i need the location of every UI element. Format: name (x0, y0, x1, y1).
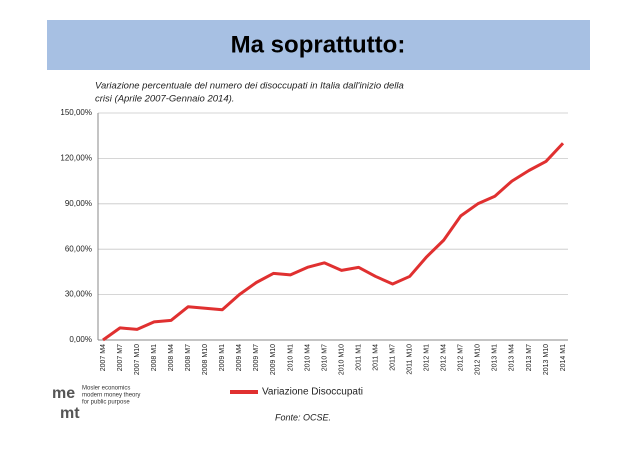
logo-mark: mt (60, 405, 80, 422)
y-tick-label: 120,00% (60, 154, 92, 163)
x-tick-label: 2013 M4 (509, 344, 516, 371)
x-tick-label: 2010 M10 (338, 344, 345, 375)
y-tick-label: 150,00% (60, 108, 92, 117)
x-tick-label: 2010 M4 (304, 344, 311, 371)
legend-label: Variazione Disoccupati (262, 387, 363, 398)
x-tick-label: 2008 M4 (168, 344, 175, 371)
x-tick-label: 2013 M1 (492, 344, 499, 371)
x-tick-label: 2013 M7 (526, 344, 533, 371)
source: Fonte: OCSE. (275, 412, 331, 422)
chart-title: Variazione percentuale del numero dei di… (95, 81, 404, 92)
x-tick-label: 2012 M7 (458, 344, 465, 371)
x-tick-label: 2010 M1 (287, 344, 294, 371)
logo-text: modern money theory (82, 393, 140, 399)
x-tick-label: 2014 M1 (560, 344, 567, 371)
y-tick-label: 30,00% (65, 290, 92, 299)
x-tick-label: 2012 M4 (441, 344, 448, 371)
x-tick-label: 2012 M10 (475, 344, 482, 375)
slide-title: Ma soprattutto: (231, 31, 406, 58)
x-tick-label: 2008 M1 (151, 344, 158, 371)
x-tick-label: 2013 M10 (543, 344, 550, 375)
chart-title: crisi (Aprile 2007-Gennaio 2014). (95, 94, 234, 105)
y-tick-label: 60,00% (65, 244, 92, 253)
x-tick-label: 2010 M7 (321, 344, 328, 371)
line-series (102, 142, 565, 342)
logo: me mt (52, 385, 80, 422)
x-tick-label: 2007 M4 (100, 344, 107, 371)
x-tick-label: 2011 M1 (355, 344, 362, 371)
logo-text: for public purpose (82, 400, 130, 406)
x-tick-label: 2011 M10 (407, 344, 414, 375)
logo-mark: me (52, 385, 75, 402)
x-tick-label: 2009 M4 (236, 344, 243, 371)
logo-text: Mosler economics (82, 386, 130, 392)
x-tick-label: 2007 M7 (117, 344, 124, 371)
x-tick-label: 2009 M1 (219, 344, 226, 371)
x-tick-label: 2008 M7 (185, 344, 192, 371)
x-tick-label: 2009 M7 (253, 344, 260, 371)
y-tick-label: 90,00% (65, 199, 92, 208)
title-banner (47, 20, 590, 70)
x-tick-label: 2008 M10 (202, 344, 209, 375)
x-tick-label: 2011 M7 (389, 344, 396, 371)
x-tick-label: 2012 M1 (424, 344, 431, 371)
x-tick-label: 2009 M10 (270, 344, 277, 375)
x-tick-label: 2007 M10 (134, 344, 141, 375)
y-tick-label: 0,00% (69, 335, 92, 344)
x-tick-label: 2011 M4 (372, 344, 379, 371)
